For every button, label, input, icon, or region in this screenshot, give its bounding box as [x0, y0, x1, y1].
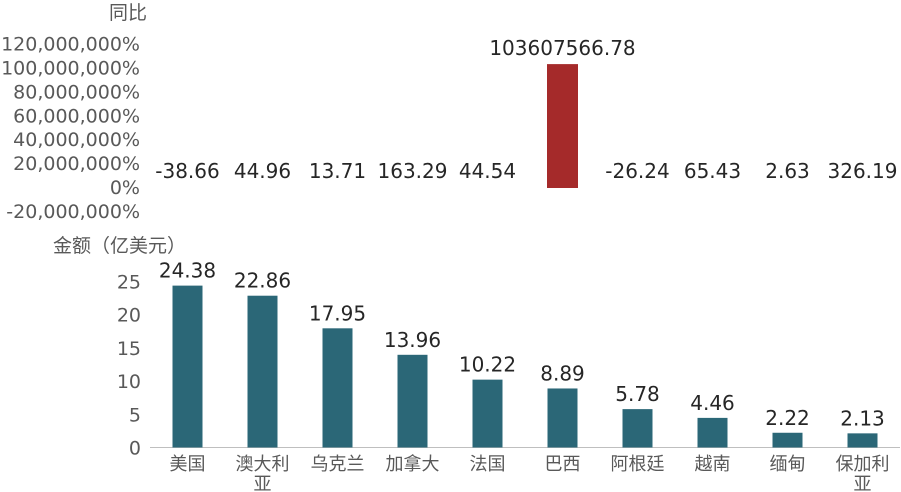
bottom-y-tick-label: 5	[129, 404, 141, 426]
x-category-label: 亚	[254, 474, 272, 492]
top-data-label: 2.63	[765, 159, 810, 183]
top-y-tick-label: -20,000,000%	[6, 201, 140, 223]
x-category-label: 澳大利	[236, 454, 290, 475]
bottom-bar	[322, 328, 353, 448]
x-category-label: 亚	[854, 474, 872, 492]
top-data-label: 13.71	[309, 159, 366, 183]
top-y-tick-label: 20,000,000%	[13, 153, 140, 175]
bottom-y-tick-label: 25	[117, 272, 141, 294]
top-y-tick-label: 40,000,000%	[13, 129, 140, 151]
bottom-y-tick-label: 10	[117, 371, 141, 393]
top-data-label: 65.43	[684, 159, 741, 183]
top-y-tick-label: 60,000,000%	[13, 105, 140, 127]
bottom-data-label: 24.38	[159, 259, 216, 283]
x-category-label: 法国	[470, 454, 506, 475]
bottom-y-tick-label: 20	[117, 305, 141, 327]
x-category-label: 加拿大	[386, 453, 440, 475]
top-y-tick-label: 100,000,000%	[1, 57, 140, 79]
bottom-data-label: 17.95	[309, 301, 366, 325]
top-y-tick-label: 0%	[110, 177, 140, 199]
bottom-data-label: 4.46	[690, 391, 735, 415]
bottom-bar	[772, 432, 803, 448]
bottom-data-label: 10.22	[459, 353, 516, 377]
bottom-data-label: 5.78	[615, 382, 660, 406]
bottom-bar	[472, 379, 503, 448]
bottom-data-label: 2.22	[765, 406, 810, 430]
bottom-data-label: 22.86	[234, 269, 291, 293]
bottom-data-label: 13.96	[384, 328, 441, 352]
bottom-y-axis-title: 金额（亿美元）	[53, 235, 186, 257]
x-category-label: 美国	[170, 454, 206, 475]
bottom-y-tick-label: 15	[117, 338, 141, 360]
x-category-label: 乌克兰	[311, 454, 365, 475]
top-data-label: 44.54	[459, 159, 516, 183]
bottom-bar	[547, 388, 578, 448]
top-data-label: 44.96	[234, 159, 291, 183]
bottom-bar	[172, 285, 203, 448]
bottom-y-tick-label: 0	[129, 438, 141, 460]
x-category-label: 巴西	[545, 454, 581, 475]
bottom-bar	[622, 409, 653, 448]
top-y-tick-label: 120,000,000%	[1, 34, 140, 56]
bottom-data-label: 8.89	[540, 361, 585, 385]
x-category-label: 阿根廷	[611, 454, 665, 475]
top-data-label: 103607566.78	[489, 36, 635, 60]
bottom-bar	[247, 295, 278, 448]
bottom-data-label: 2.13	[840, 406, 885, 430]
bottom-bar	[697, 417, 728, 448]
x-category-label: 保加利	[836, 454, 890, 475]
top-y-tick-label: 80,000,000%	[13, 81, 140, 103]
x-category-label: 越南	[695, 454, 731, 475]
top-data-label: -26.24	[605, 159, 669, 183]
top-data-label: 163.29	[378, 159, 448, 183]
top-y-axis-title: 同比	[109, 2, 147, 24]
top-data-label: 326.19	[828, 159, 898, 183]
bottom-bar	[397, 354, 428, 448]
top-bar	[547, 64, 578, 188]
bottom-bar	[847, 433, 878, 448]
x-category-label: 缅甸	[770, 454, 806, 475]
top-data-label: -38.66	[155, 159, 219, 183]
